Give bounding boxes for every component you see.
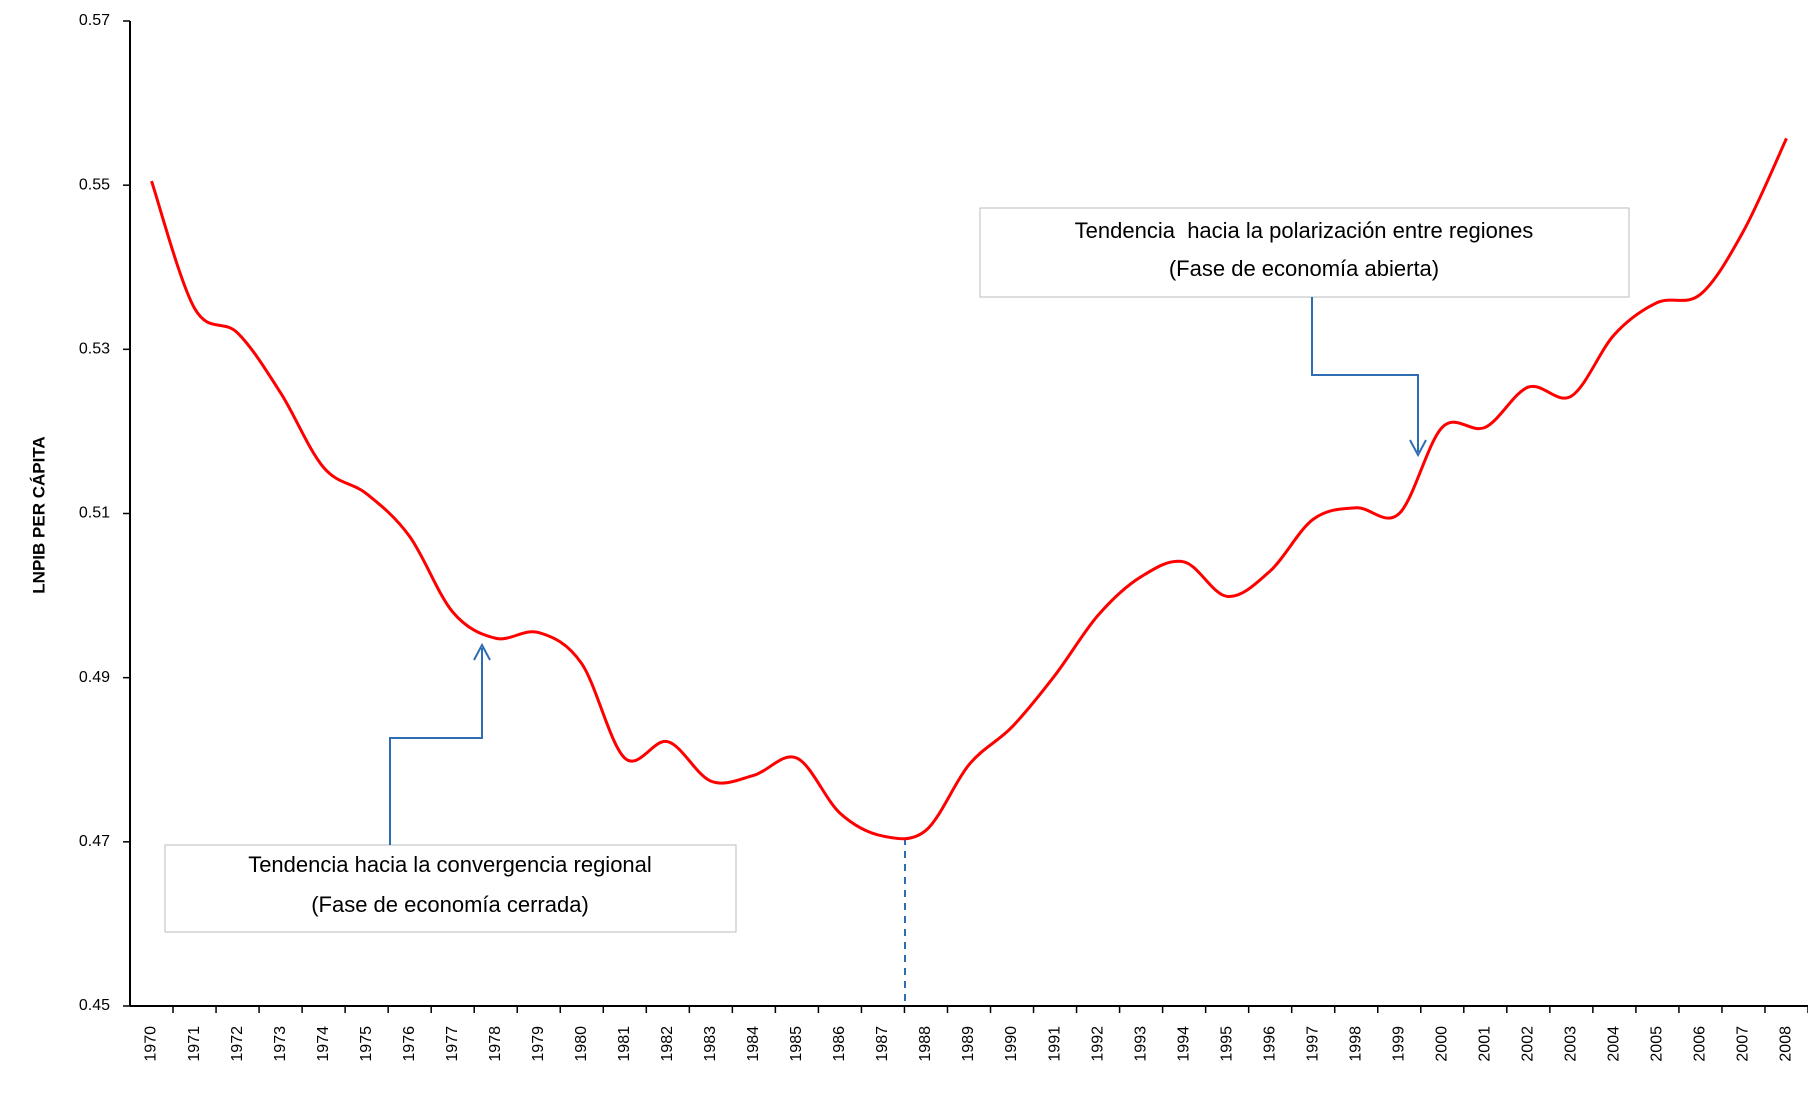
x-tick-label: 1981 [616, 1026, 633, 1062]
x-tick-label: 1971 [186, 1026, 203, 1062]
x-tick-label: 1984 [745, 1026, 762, 1062]
x-tick-label: 1979 [530, 1026, 547, 1062]
x-tick-label: 1975 [358, 1026, 375, 1062]
x-tick-label: 1985 [788, 1026, 805, 1062]
x-tick-label: 2007 [1735, 1026, 1752, 1062]
x-tick-label: 2001 [1477, 1026, 1494, 1062]
x-tick-label: 1978 [487, 1026, 504, 1062]
x-tick-label: 1990 [1003, 1026, 1020, 1062]
x-tick-label: 1991 [1046, 1026, 1063, 1062]
line [150, 137, 1788, 841]
x-tick-label: 1997 [1304, 1026, 1321, 1062]
x-tick-label: 1992 [1089, 1026, 1106, 1062]
y-tick-label: 0.45 [79, 997, 110, 1014]
arrow [389, 648, 483, 845]
x-tick-label: 1986 [831, 1026, 848, 1062]
y-tick-label: 0.49 [79, 669, 110, 686]
x-tick-label: 1999 [1390, 1026, 1407, 1062]
y-tick-label: 0.47 [79, 833, 110, 850]
annotation: (Fase de economía cerrada) [311, 892, 589, 917]
x-tick-label: 2004 [1606, 1026, 1623, 1062]
x-tick-label: 2002 [1520, 1026, 1537, 1062]
arrow-head [473, 642, 491, 661]
x-tick-label: 2008 [1778, 1026, 1795, 1062]
x-tick-label: 2006 [1692, 1026, 1709, 1062]
x-tick-label: 1998 [1347, 1026, 1364, 1062]
x-tick-label: 1993 [1132, 1026, 1149, 1062]
y-axis-label: LNPIB PER CÁPITA [29, 436, 48, 593]
x-tick-label: 2005 [1649, 1026, 1666, 1062]
x-tick-label: 1995 [1218, 1026, 1235, 1062]
annotation: (Fase de economía abierta) [1169, 256, 1439, 281]
x-tick-label: 1988 [917, 1026, 934, 1062]
x-tick-label: 1980 [573, 1026, 590, 1062]
x-tick-label: 1977 [444, 1026, 461, 1062]
x-tick-label: 1970 [143, 1026, 160, 1062]
y-tick-label: 0.57 [79, 12, 110, 29]
x-tick-label: 1972 [229, 1026, 246, 1062]
x-tick-label: 1989 [960, 1026, 977, 1062]
y-tick-label: 0.53 [79, 341, 110, 358]
x-tick-label: 1994 [1175, 1026, 1192, 1062]
annotation-box [164, 844, 737, 933]
x-tick-label: 1983 [702, 1026, 719, 1062]
annotation: Tendencia hacia la convergencia regional [248, 852, 652, 877]
x-tick-label: 2000 [1434, 1026, 1451, 1062]
y-tick-label: 0.55 [79, 176, 110, 193]
x-tick-label: 2003 [1563, 1026, 1580, 1062]
x-tick-label: 1987 [874, 1026, 891, 1062]
y-tick-label: 0.51 [79, 505, 110, 522]
x-tick-label: 1976 [401, 1026, 418, 1062]
x-tick-label: 1973 [272, 1026, 289, 1062]
arrow-head [1409, 439, 1427, 458]
annotation: Tendencia hacia la polarización entre re… [1075, 218, 1534, 243]
x-tick-label: 1974 [315, 1026, 332, 1062]
annotation-box [979, 207, 1630, 298]
arrow [1311, 297, 1419, 452]
x-tick-label: 1996 [1261, 1026, 1278, 1062]
x-tick-label: 1982 [659, 1026, 676, 1062]
